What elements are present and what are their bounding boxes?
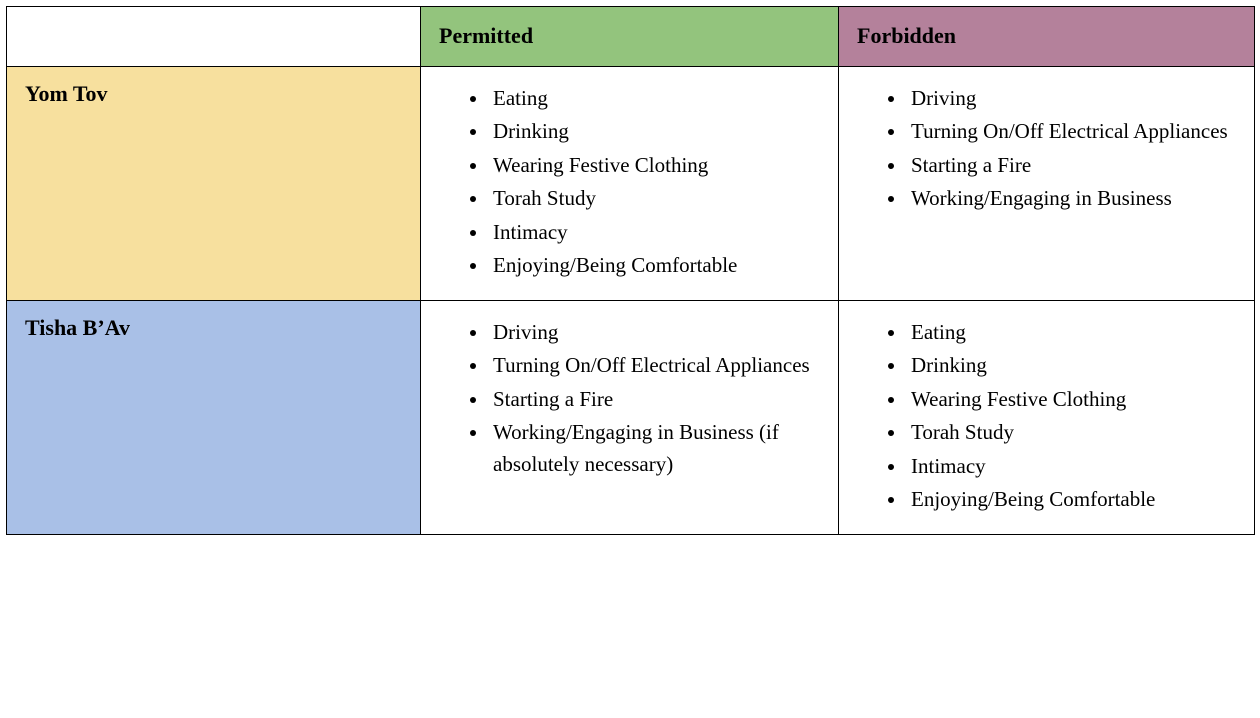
- column-header-permitted: Permitted: [421, 7, 839, 67]
- list-item: Working/Engaging in Business: [907, 183, 1238, 215]
- list-item: Turning On/Off Electrical Appliances: [489, 350, 822, 382]
- row-header-yomtov: Yom Tov: [7, 66, 421, 300]
- cell-tisha-forbidden: EatingDrinkingWearing Festive ClothingTo…: [839, 300, 1255, 534]
- list-item: Driving: [907, 83, 1238, 115]
- cell-tisha-permitted: DrivingTurning On/Off Electrical Applian…: [421, 300, 839, 534]
- list-item: Wearing Festive Clothing: [489, 150, 822, 182]
- table-header-row: Permitted Forbidden: [7, 7, 1255, 67]
- list-item: Wearing Festive Clothing: [907, 384, 1238, 416]
- list-item: Turning On/Off Electrical Appliances: [907, 116, 1238, 148]
- list-tisha-permitted: DrivingTurning On/Off Electrical Applian…: [437, 317, 822, 481]
- list-item: Driving: [489, 317, 822, 349]
- table-row: Tisha B’Av DrivingTurning On/Off Electri…: [7, 300, 1255, 534]
- list-tisha-forbidden: EatingDrinkingWearing Festive ClothingTo…: [855, 317, 1238, 516]
- list-item: Starting a Fire: [907, 150, 1238, 182]
- row-header-tisha: Tisha B’Av: [7, 300, 421, 534]
- corner-cell: [7, 7, 421, 67]
- list-item: Enjoying/Being Comfortable: [489, 250, 822, 282]
- list-item: Torah Study: [907, 417, 1238, 449]
- cell-yomtov-forbidden: DrivingTurning On/Off Electrical Applian…: [839, 66, 1255, 300]
- column-header-forbidden: Forbidden: [839, 7, 1255, 67]
- list-item: Drinking: [489, 116, 822, 148]
- list-item: Intimacy: [489, 217, 822, 249]
- list-item: Eating: [489, 83, 822, 115]
- list-yomtov-forbidden: DrivingTurning On/Off Electrical Applian…: [855, 83, 1238, 215]
- list-item: Enjoying/Being Comfortable: [907, 484, 1238, 516]
- list-yomtov-permitted: EatingDrinkingWearing Festive ClothingTo…: [437, 83, 822, 282]
- list-item: Working/Engaging in Business (if absolut…: [489, 417, 822, 480]
- list-item: Starting a Fire: [489, 384, 822, 416]
- cell-yomtov-permitted: EatingDrinkingWearing Festive ClothingTo…: [421, 66, 839, 300]
- list-item: Eating: [907, 317, 1238, 349]
- list-item: Torah Study: [489, 183, 822, 215]
- holiday-rules-table: Permitted Forbidden Yom Tov EatingDrinki…: [6, 6, 1255, 535]
- table-row: Yom Tov EatingDrinkingWearing Festive Cl…: [7, 66, 1255, 300]
- list-item: Intimacy: [907, 451, 1238, 483]
- list-item: Drinking: [907, 350, 1238, 382]
